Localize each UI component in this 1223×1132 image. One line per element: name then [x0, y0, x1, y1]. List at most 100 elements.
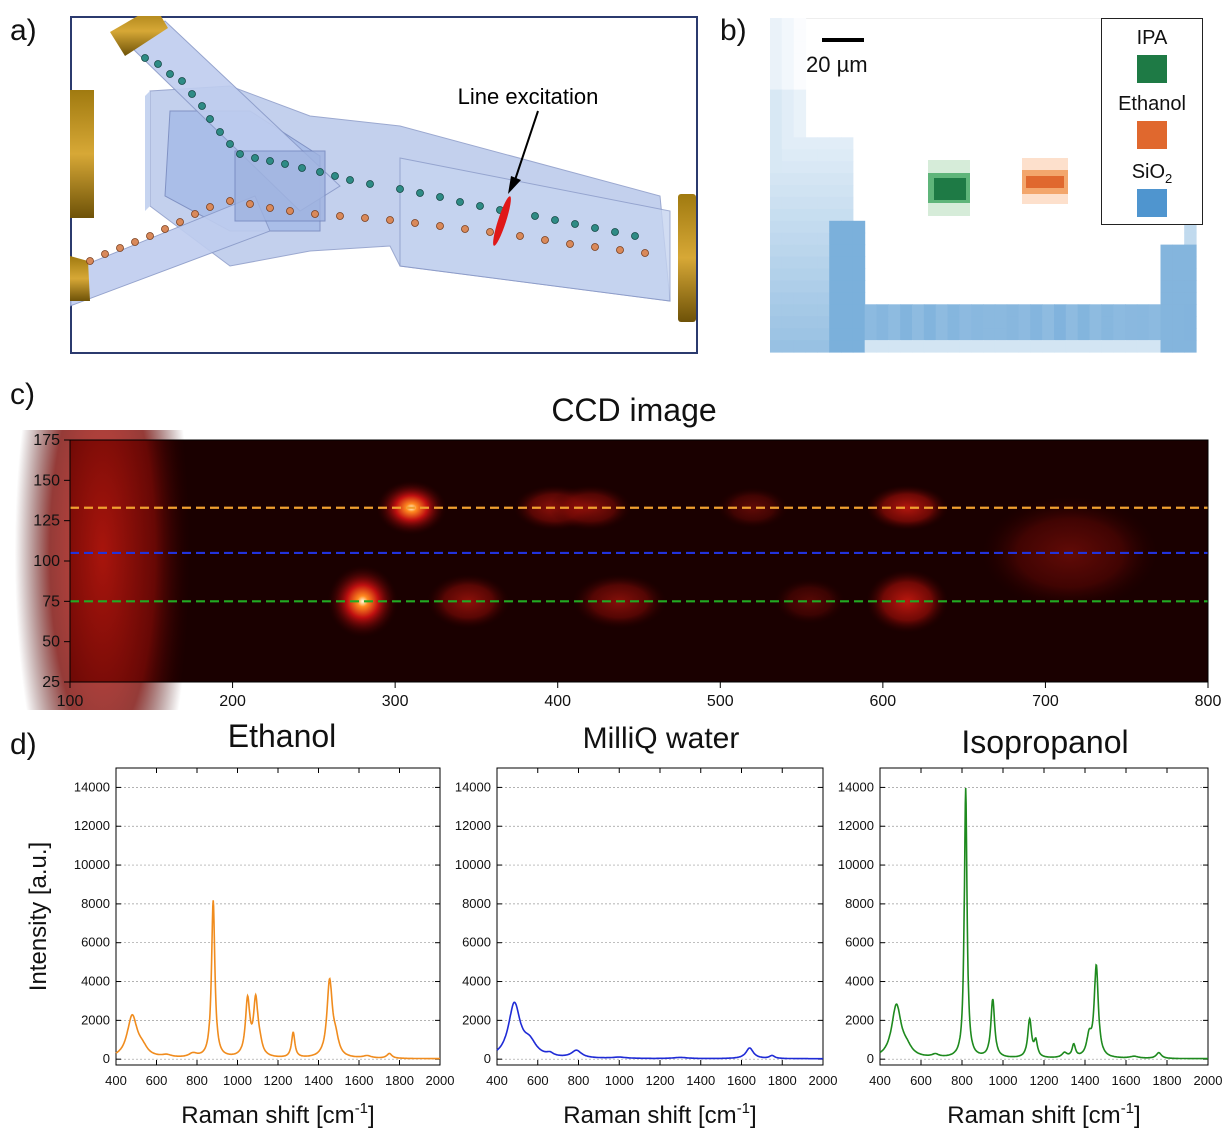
map-pixel	[770, 220, 783, 234]
map-pixel	[793, 113, 807, 126]
map-pixel	[829, 328, 842, 341]
map-pixel	[994, 340, 1008, 353]
map-pixel	[1065, 304, 1079, 317]
map-pixel	[1125, 316, 1138, 329]
map-pixel	[829, 268, 842, 281]
map-pixel	[841, 280, 854, 293]
map-pixel	[793, 101, 807, 114]
map-pixel	[817, 137, 830, 150]
map-pixel	[923, 340, 937, 353]
spectrum-y-tick-label: 6000	[845, 935, 874, 950]
map-pixel	[770, 185, 783, 198]
map-pixel	[1160, 340, 1173, 353]
map-pixel	[852, 244, 866, 258]
map-pixel	[1160, 292, 1173, 305]
map-pixel	[781, 256, 795, 270]
map-pixel	[864, 328, 878, 341]
map-pixel	[770, 161, 783, 174]
map-pixel	[1006, 304, 1020, 317]
map-pixel	[900, 304, 913, 317]
map-pixel	[841, 340, 854, 353]
panel-label-a: a)	[10, 14, 37, 47]
map-pixel	[1077, 316, 1091, 329]
map-pixel	[829, 316, 842, 329]
map-pixel	[1148, 316, 1162, 329]
spectrum-title-water: MilliQ water	[582, 722, 740, 755]
ccd-y-tick-label: 100	[33, 553, 60, 570]
spectrum-x-tick-label: 1800	[385, 1073, 414, 1088]
map-pixel	[781, 268, 795, 281]
map-pixel	[829, 137, 842, 150]
map-pixel	[841, 220, 854, 234]
map-pixel	[1184, 280, 1197, 293]
map-pixel	[817, 328, 830, 341]
map-pixel	[959, 304, 972, 317]
map-pixel	[1077, 304, 1091, 317]
map-pixel	[947, 316, 960, 329]
spectrum-y-axis-label: Intensity [a.u.]	[25, 842, 52, 991]
ccd-y-tick-label: 25	[42, 674, 60, 691]
map-pixel	[983, 328, 996, 341]
map-pixel	[876, 328, 889, 341]
map-pixel	[805, 244, 818, 258]
map-pixel	[1136, 340, 1150, 353]
map-pixel	[971, 316, 984, 329]
map-pixel	[841, 232, 854, 246]
map-pixel	[1006, 328, 1020, 341]
map-pixel	[805, 304, 818, 317]
ccd-y-tick-label: 75	[42, 593, 60, 610]
map-pixel	[805, 137, 818, 150]
ccd-y-tick-label: 125	[33, 513, 60, 530]
map-pixel	[876, 316, 889, 329]
map-pixel	[971, 340, 984, 353]
map-pixel	[817, 256, 830, 270]
spectrum-y-tick-label: 0	[484, 1051, 491, 1066]
map-pixel	[841, 173, 854, 186]
spectrum-y-tick-label: 4000	[462, 974, 491, 989]
map-pixel	[1172, 340, 1185, 353]
map-pixel	[1113, 340, 1126, 353]
ccd-x-tick-label: 700	[1032, 693, 1059, 710]
map-pixel	[793, 173, 807, 186]
map-pixel	[781, 196, 795, 210]
map-pixel	[935, 340, 949, 353]
map-pixel	[1101, 340, 1114, 353]
annotation-arrow	[512, 110, 539, 187]
droplets-orange	[86, 197, 649, 265]
map-pixel	[1030, 304, 1043, 317]
map-pixel	[888, 340, 901, 353]
map-pixel	[817, 149, 830, 162]
spectrum-y-tick-label: 6000	[462, 935, 491, 950]
map-pixel	[770, 292, 783, 305]
map-pixel	[793, 161, 807, 174]
map-pixel	[994, 328, 1008, 341]
map-pixel	[983, 316, 996, 329]
map-pixel	[829, 161, 842, 174]
spectrum-x-tick-label: 400	[486, 1073, 508, 1088]
map-pixel	[817, 244, 830, 258]
map-pixel	[829, 280, 842, 293]
spectrum-y-tick-label: 12000	[455, 818, 491, 833]
map-pixel	[805, 328, 818, 341]
map-pixel	[1172, 292, 1185, 305]
map-pixel	[793, 196, 807, 210]
panel-label-c: c)	[10, 378, 35, 411]
map-pixel	[1030, 328, 1043, 341]
panel-label-d: d)	[10, 728, 37, 761]
ccd-spot	[14, 430, 191, 710]
spectrum-x-axis-label: Raman shift [cm-1]	[181, 1100, 374, 1129]
spectrum-y-tick-label: 0	[103, 1051, 110, 1066]
ccd-y-tick-label: 50	[42, 634, 60, 651]
map-pixel	[770, 208, 783, 222]
map-pixel	[770, 113, 783, 126]
map-pixel	[888, 316, 901, 329]
ccd-x-tick-label: 600	[870, 693, 897, 710]
map-pixel	[841, 292, 854, 305]
map-pixel	[781, 185, 795, 198]
spectrum-x-tick-label: 1000	[605, 1073, 634, 1088]
map-pixel	[1006, 316, 1020, 329]
ccd-x-tick-label: 800	[1195, 693, 1222, 710]
map-pixel	[770, 77, 783, 91]
map-pixel	[829, 256, 842, 270]
legend-swatch-sio2	[1137, 189, 1167, 217]
